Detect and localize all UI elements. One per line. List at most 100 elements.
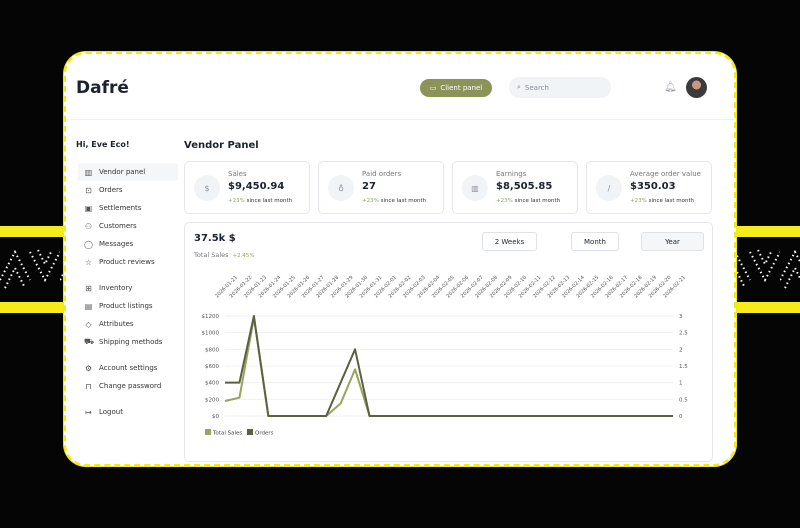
period-2weeks-button[interactable]: 2 Weeks (482, 232, 537, 251)
y-left-tick: $0 (212, 414, 219, 420)
stat-change-percent: +23% (362, 198, 379, 204)
sidebar-item-vendor-panel[interactable]: ▥ Vendor panel (78, 163, 178, 181)
stat-card: ♁ Paid orders 27 +23% since last month (318, 161, 444, 214)
inventory-icon: ⊞ (85, 283, 92, 293)
legend-label: Total Sales (212, 431, 242, 437)
stat-card: / Average order value $350.03 +23% since la… (586, 161, 712, 214)
users-icon: ⚇ (84, 221, 93, 231)
nav-spacer (78, 351, 178, 359)
sidebar-item-label: Product listings (99, 302, 153, 310)
legend-label: Orders (255, 431, 274, 437)
lock-icon: ⊓ (85, 381, 92, 391)
sidebar-item-label: Settlements (99, 204, 142, 212)
y-left-tick: $200 (205, 397, 219, 403)
stat-since: since last month (648, 198, 695, 204)
greeting: Hi, Eve Eco! (76, 140, 130, 149)
y-right-tick: 1 (679, 381, 683, 387)
y-right-tick: 2.5 (679, 331, 688, 337)
sidebar-item-product-reviews[interactable]: ☆ Product reviews (78, 253, 178, 271)
sidebar-nav: ▥ Vendor panel ⊡ Orders ▣ Settlements ⚇ Custome… (78, 163, 178, 421)
legend-swatch (205, 429, 211, 435)
search-placeholder: Search (524, 83, 549, 92)
bag-icon: ♁ (328, 175, 354, 201)
sidebar-item-label: Change password (99, 382, 162, 390)
total-change: +2.45% (232, 253, 255, 259)
search-icon: ⌕ (517, 83, 521, 91)
stat-since: since last month (380, 198, 427, 204)
client-panel-button[interactable]: ▭ Client panel (420, 79, 492, 97)
stat-label: Sales (228, 170, 247, 178)
sidebar-item-messages[interactable]: ◯ Messages (78, 235, 178, 253)
y-left-tick: $800 (205, 347, 219, 353)
chart-icon: ▥ (84, 167, 93, 177)
client-panel-label: Client panel (440, 84, 483, 92)
stat-label: Paid orders (362, 170, 402, 178)
y-left-tick: $1200 (202, 314, 220, 320)
sidebar-item-customers[interactable]: ⚇ Customers (78, 217, 178, 235)
stat-change: +23% since last month (362, 198, 426, 204)
total-label-row: Total Sales +2.45% (194, 251, 255, 259)
bar-chart-icon: ▥ (462, 175, 488, 201)
nav-spacer (78, 271, 178, 279)
stat-label: Earnings (496, 170, 527, 178)
y-left-tick: $600 (205, 364, 219, 370)
sidebar-item-label: Attributes (99, 320, 134, 328)
sales-orders-chart: $0 0 $200 0.5 $400 1 $600 1.5 $800 2 $1000 2.5 $1200… (202, 275, 689, 437)
avatar[interactable] (686, 77, 707, 98)
listing-icon: ▤ (84, 301, 93, 311)
sales-chart-card: $0 0 $200 0.5 $400 1 $600 1.5 $800 2 $1000 2.5 $1200… (184, 222, 713, 462)
stat-value: $350.03 (630, 181, 676, 192)
sidebar-item-label: Vendor panel (99, 168, 146, 176)
stat-change-percent: +23% (630, 198, 647, 204)
box-icon: ⊡ (85, 185, 92, 195)
stat-change: +23% since last month (496, 198, 560, 204)
slash-icon: / (596, 175, 622, 201)
series-line-orders (225, 315, 673, 417)
period-year-button[interactable]: Year (641, 232, 704, 251)
sidebar-item-inventory[interactable]: ⊞ Inventory (78, 279, 178, 297)
sidebar-item-orders[interactable]: ⊡ Orders (78, 181, 178, 199)
sidebar-item-attributes[interactable]: ◇ Attributes (78, 315, 178, 333)
sidebar-item-product-listings[interactable]: ▤ Product listings (78, 297, 178, 315)
nav-spacer (78, 395, 178, 403)
stat-value: $8,505.85 (496, 181, 553, 192)
logo[interactable]: Dafré (76, 78, 129, 98)
total-value: 37.5k $ (194, 233, 236, 244)
period-month-button[interactable]: Month (571, 232, 619, 251)
stat-since: since last month (246, 198, 293, 204)
stat-card: $ Sales $9,450.94 +23% since last month (184, 161, 310, 214)
gear-icon: ⚙ (84, 363, 93, 373)
y-left-tick: $1000 (202, 331, 220, 337)
y-right-tick: 1.5 (679, 364, 688, 370)
truck-icon: ⛟ (84, 337, 95, 346)
bell-icon[interactable]: 🔔︎ (664, 82, 677, 93)
stat-label: Average order value (630, 170, 701, 178)
stat-change: +23% since last month (228, 198, 292, 204)
top-bar: Dafré ▭ Client panel ⌕ Search 🔔︎ (66, 54, 734, 120)
legend-swatch (247, 429, 253, 435)
sidebar-item-label: Customers (99, 222, 137, 230)
sidebar-item-shipping-methods[interactable]: ⛟ Shipping methods (78, 333, 178, 351)
stat-change: +23% since last month (630, 198, 694, 204)
search-input[interactable]: ⌕ Search (509, 77, 611, 98)
y-right-tick: 2 (679, 347, 683, 353)
y-left-tick: $400 (205, 381, 219, 387)
total-sales-label: Total Sales (194, 251, 229, 259)
stat-card: ▥ Earnings $8,505.85 +23% since last month (452, 161, 578, 214)
sidebar-item-label: Product reviews (99, 258, 155, 266)
sidebar-item-settlements[interactable]: ▣ Settlements (78, 199, 178, 217)
sidebar-item-account-settings[interactable]: ⚙ Account settings (78, 359, 178, 377)
sidebar-item-label: Inventory (99, 284, 133, 292)
calendar-icon: ▭ (429, 84, 437, 92)
message-icon: ◯ (84, 239, 93, 249)
logout-icon: ↦ (85, 407, 92, 417)
dollar-icon: $ (194, 175, 220, 201)
sidebar-item-label: Messages (99, 240, 134, 248)
y-right-tick: 0.5 (679, 397, 688, 403)
sidebar-item-logout[interactable]: ↦ Logout (78, 403, 178, 421)
y-right-tick: 0 (679, 414, 683, 420)
star-icon: ☆ (84, 257, 93, 267)
sidebar-item-label: Logout (99, 408, 123, 416)
stat-value: $9,450.94 (228, 181, 285, 192)
sidebar-item-change-password[interactable]: ⊓ Change password (78, 377, 178, 395)
